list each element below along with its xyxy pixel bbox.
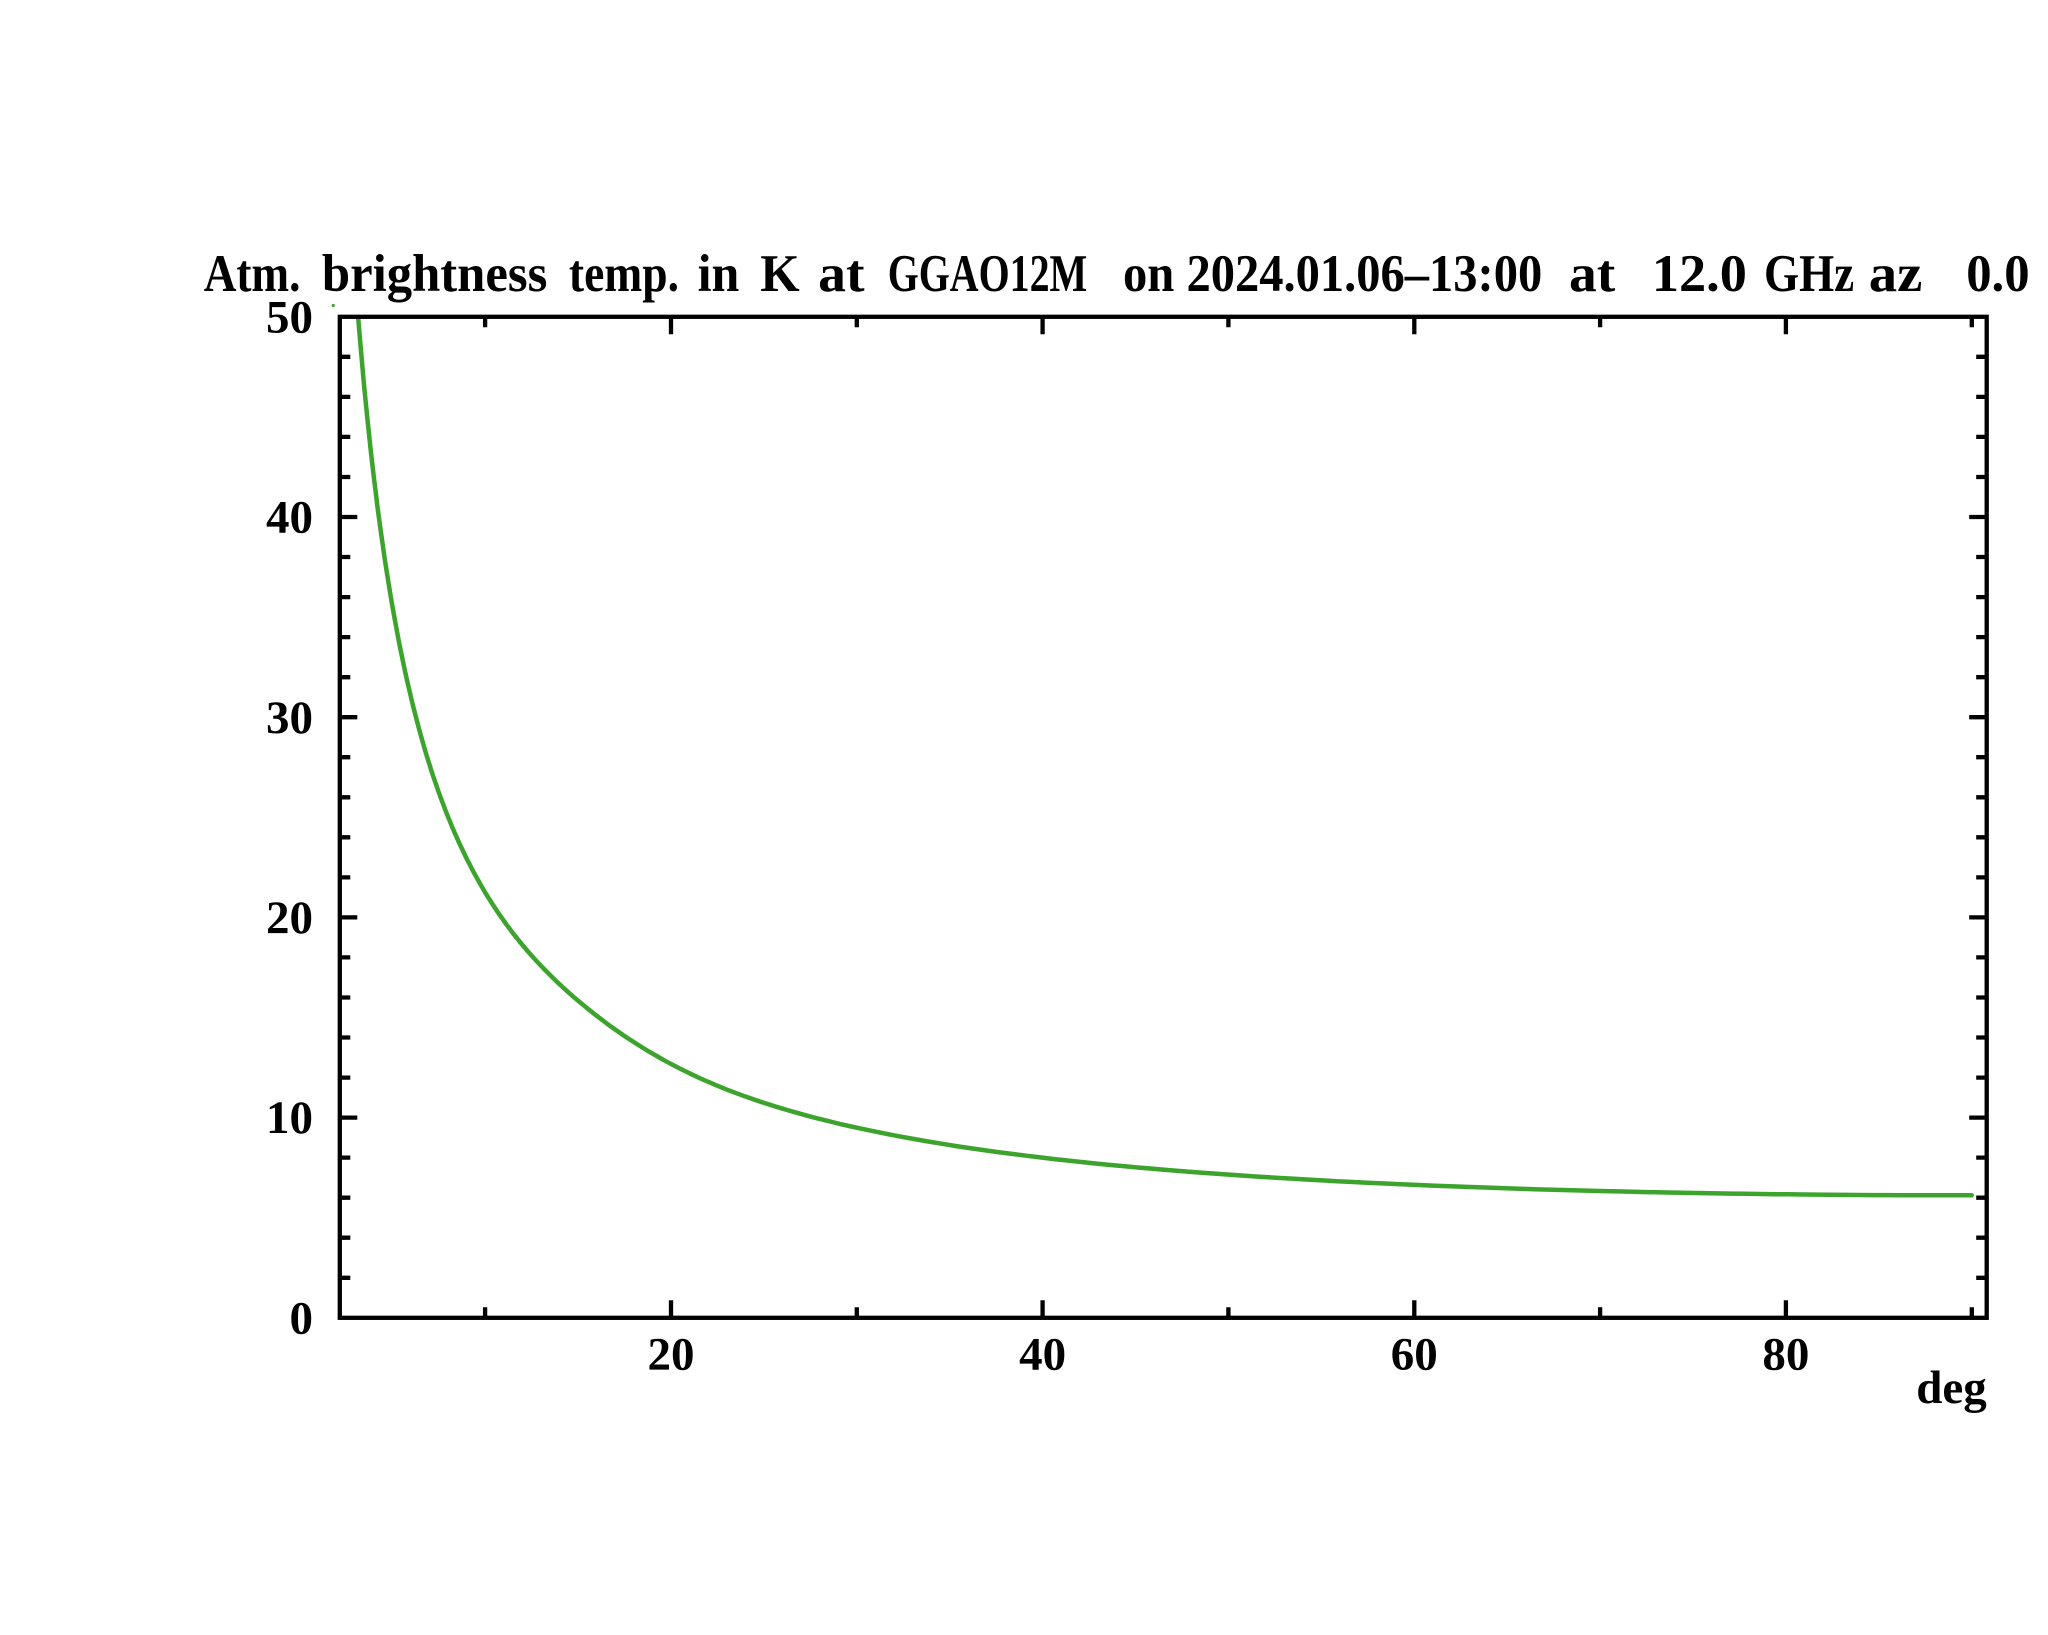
svg-text:Atm.: Atm. <box>204 245 301 303</box>
svg-text:12.0: 12.0 <box>1652 245 1747 303</box>
svg-text:50: 50 <box>266 291 313 343</box>
svg-text:at: at <box>1569 245 1616 303</box>
svg-text:in: in <box>698 245 740 303</box>
svg-text:0.0: 0.0 <box>1966 245 2029 303</box>
svg-text:20: 20 <box>648 1329 695 1381</box>
svg-text:60: 60 <box>1391 1329 1438 1381</box>
svg-text:80: 80 <box>1762 1329 1809 1381</box>
svg-text:deg: deg <box>1916 1362 1987 1414</box>
svg-text:GHz: GHz <box>1764 245 1854 303</box>
svg-text:temp.: temp. <box>569 245 679 303</box>
svg-text:30: 30 <box>266 692 313 744</box>
svg-text:az: az <box>1869 245 1923 303</box>
svg-text:GGAO12M: GGAO12M <box>888 245 1087 303</box>
svg-text:10: 10 <box>266 1092 313 1144</box>
svg-text:40: 40 <box>1019 1329 1066 1381</box>
svg-text:20: 20 <box>266 892 313 944</box>
svg-text:K: K <box>760 245 799 303</box>
svg-text:on: on <box>1123 245 1174 303</box>
svg-text:0: 0 <box>290 1292 314 1344</box>
svg-text:at: at <box>818 245 865 303</box>
svg-text:2024.01.06–13:00: 2024.01.06–13:00 <box>1187 245 1543 303</box>
svg-text:40: 40 <box>266 492 313 544</box>
svg-text:brightness: brightness <box>322 245 548 303</box>
